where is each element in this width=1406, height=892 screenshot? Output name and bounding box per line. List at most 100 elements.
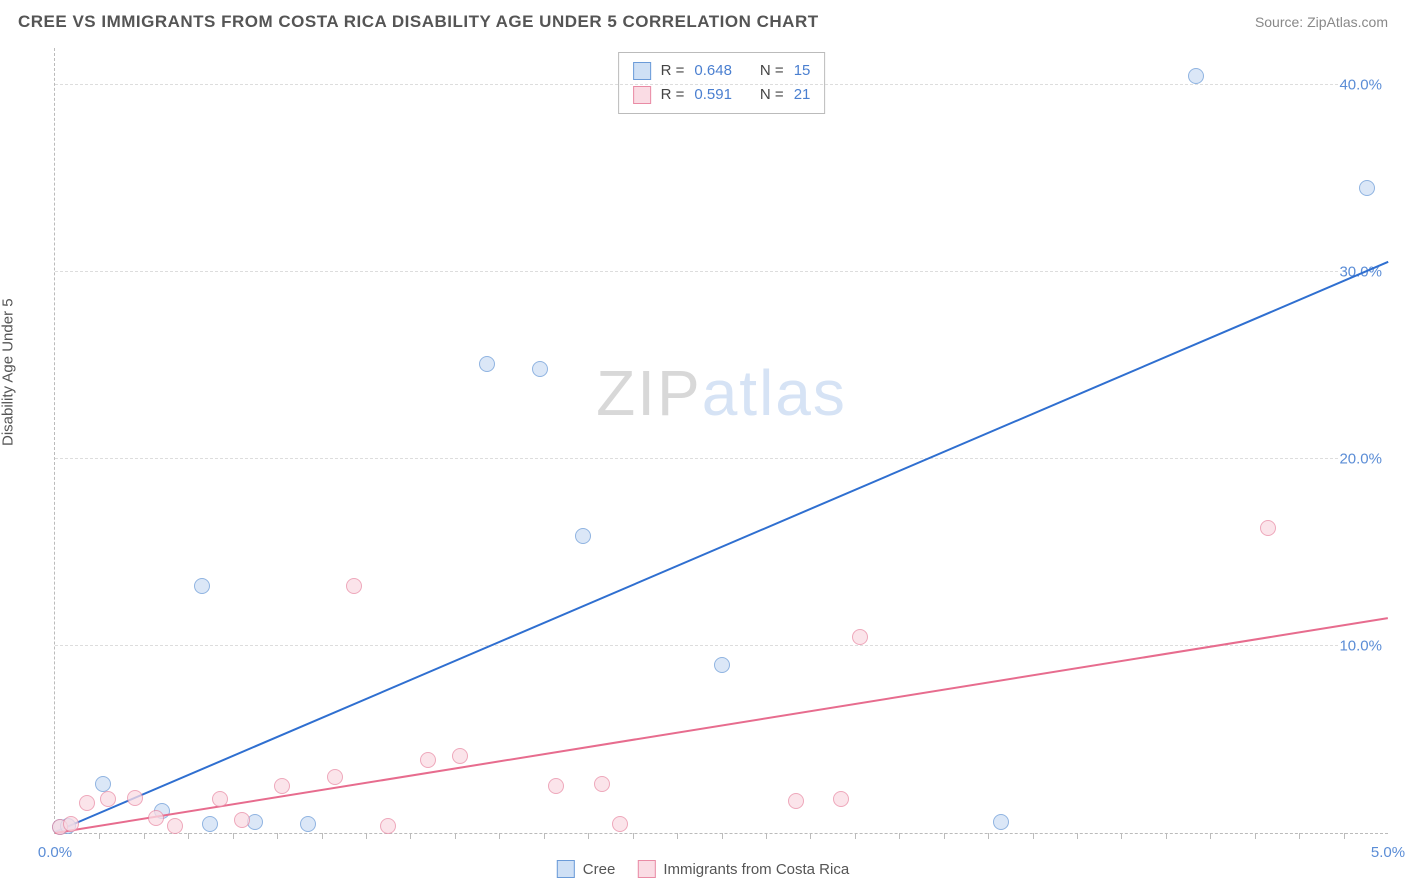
stat-r-label: R = [661, 83, 685, 107]
x-minor-tick [810, 833, 811, 839]
x-minor-tick [233, 833, 234, 839]
trendline [55, 261, 1389, 833]
gridline: 40.0% [55, 84, 1388, 85]
scatter-point [212, 791, 228, 807]
x-minor-tick [1344, 833, 1345, 839]
chart-plot-area: ZIPatlas R = 0.648 N = 15 R = 0.591 N = 21 10.0… [54, 48, 1388, 834]
x-minor-tick [722, 833, 723, 839]
legend-label: Immigrants from Costa Rica [663, 861, 849, 878]
x-minor-tick [499, 833, 500, 839]
chart-source: Source: ZipAtlas.com [1255, 14, 1388, 30]
scatter-point [833, 791, 849, 807]
x-minor-tick [322, 833, 323, 839]
stat-r-label: R = [661, 59, 685, 83]
scatter-point [274, 778, 290, 794]
chart-legend: Cree Immigrants from Costa Rica [557, 860, 849, 878]
x-minor-tick [766, 833, 767, 839]
gridline: 30.0% [55, 271, 1388, 272]
scatter-point [194, 578, 210, 594]
legend-swatch [637, 860, 655, 878]
x-minor-tick [455, 833, 456, 839]
legend-label: Cree [583, 861, 616, 878]
x-tick-label: 5.0% [1371, 844, 1405, 861]
stat-row: R = 0.648 N = 15 [633, 59, 811, 83]
x-minor-tick [277, 833, 278, 839]
chart-title: CREE VS IMMIGRANTS FROM COSTA RICA DISAB… [18, 12, 819, 32]
x-minor-tick [188, 833, 189, 839]
x-minor-tick [677, 833, 678, 839]
watermark-zip: ZIP [596, 357, 702, 429]
x-minor-tick [1121, 833, 1122, 839]
scatter-point [714, 657, 730, 673]
x-minor-tick [1299, 833, 1300, 839]
correlation-stat-box: R = 0.648 N = 15 R = 0.591 N = 21 [618, 52, 826, 114]
scatter-point [612, 816, 628, 832]
x-minor-tick [99, 833, 100, 839]
scatter-point [202, 816, 218, 832]
scatter-point [127, 790, 143, 806]
stat-r-value: 0.648 [694, 59, 732, 83]
scatter-point [1359, 180, 1375, 196]
scatter-point [63, 816, 79, 832]
scatter-point [167, 818, 183, 834]
x-minor-tick [899, 833, 900, 839]
stat-n-label: N = [760, 83, 784, 107]
scatter-point [148, 810, 164, 826]
scatter-point [234, 812, 250, 828]
legend-swatch [633, 62, 651, 80]
legend-swatch [633, 86, 651, 104]
chart-header: CREE VS IMMIGRANTS FROM COSTA RICA DISAB… [18, 12, 1388, 32]
x-tick-label: 0.0% [38, 844, 72, 861]
y-tick-label: 10.0% [1339, 638, 1392, 655]
x-minor-tick [633, 833, 634, 839]
x-minor-tick [544, 833, 545, 839]
y-axis-title: Disability Age Under 5 [0, 298, 17, 446]
x-minor-tick [366, 833, 367, 839]
x-minor-tick [944, 833, 945, 839]
x-minor-tick [410, 833, 411, 839]
x-minor-tick [1033, 833, 1034, 839]
x-minor-tick [1077, 833, 1078, 839]
watermark: ZIPatlas [596, 356, 847, 430]
x-minor-tick [144, 833, 145, 839]
scatter-point [548, 778, 564, 794]
y-tick-label: 40.0% [1339, 77, 1392, 94]
legend-item: Cree [557, 860, 616, 878]
stat-row: R = 0.591 N = 21 [633, 83, 811, 107]
scatter-point [993, 814, 1009, 830]
scatter-point [575, 528, 591, 544]
x-minor-tick [855, 833, 856, 839]
gridline: 10.0% [55, 645, 1388, 646]
legend-item: Immigrants from Costa Rica [637, 860, 849, 878]
stat-n-label: N = [760, 59, 784, 83]
x-minor-tick [988, 833, 989, 839]
stat-r-value: 0.591 [694, 83, 732, 107]
scatter-point [327, 769, 343, 785]
legend-swatch [557, 860, 575, 878]
y-tick-label: 20.0% [1339, 451, 1392, 468]
scatter-point [1260, 520, 1276, 536]
watermark-atlas: atlas [702, 357, 847, 429]
scatter-point [420, 752, 436, 768]
scatter-point [79, 795, 95, 811]
scatter-point [300, 816, 316, 832]
scatter-point [479, 356, 495, 372]
x-minor-tick [588, 833, 589, 839]
scatter-point [452, 748, 468, 764]
scatter-point [346, 578, 362, 594]
scatter-point [100, 791, 116, 807]
gridline: 20.0% [55, 458, 1388, 459]
chart-container: ZIPatlas R = 0.648 N = 15 R = 0.591 N = 21 10.0… [54, 48, 1388, 834]
scatter-point [532, 361, 548, 377]
scatter-point [852, 629, 868, 645]
trendline [55, 617, 1388, 833]
scatter-point [380, 818, 396, 834]
scatter-point [95, 776, 111, 792]
x-minor-tick [1255, 833, 1256, 839]
x-minor-tick [1166, 833, 1167, 839]
x-minor-tick [1210, 833, 1211, 839]
scatter-point [788, 793, 804, 809]
stat-n-value: 21 [794, 83, 811, 107]
stat-n-value: 15 [794, 59, 811, 83]
scatter-point [594, 776, 610, 792]
